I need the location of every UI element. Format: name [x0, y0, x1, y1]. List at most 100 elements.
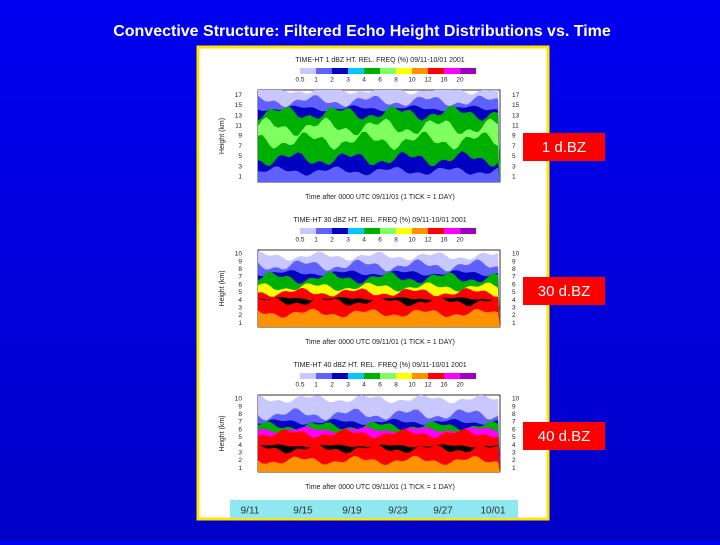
colorbar-cell — [380, 373, 396, 379]
colorbar-label: 1 — [314, 382, 318, 389]
y-tick-label: 8 — [512, 411, 516, 418]
y-tick-label: 8 — [512, 266, 516, 273]
colorbar-label: 1 — [314, 77, 318, 84]
y-tick-label: 17 — [235, 92, 243, 99]
colorbar-cell — [444, 68, 460, 74]
colorbar-cell — [396, 373, 412, 379]
field-label-box — [523, 133, 605, 161]
y-tick-label: 10 — [512, 396, 520, 403]
slide-title: Convective Structure: Filtered Echo Heig… — [113, 23, 611, 40]
y-tick-label: 5 — [238, 289, 242, 296]
colorbar-label: 8 — [394, 382, 398, 389]
colorbar-label: 4 — [362, 382, 366, 389]
plot-panel: TIME-HT 30 dBZ HT. REL. FREQ (%) 09/11-1… — [205, 212, 605, 355]
plot-panel: TIME-HT 40 dBZ HT. REL. FREQ (%) 09/11-1… — [205, 357, 605, 500]
y-tick-label: 4 — [512, 442, 516, 449]
y-tick-label: 11 — [235, 122, 242, 129]
panel-footer: Time after 0000 UTC 09/11/01 (1 TICK = 1… — [305, 484, 455, 491]
colorbar-label: 3 — [346, 77, 350, 84]
y-tick-label: 10 — [235, 396, 243, 403]
y-tick-label: 1 — [512, 465, 516, 472]
y-tick-label: 5 — [512, 434, 516, 441]
colorbar-label: 6 — [378, 237, 382, 244]
y-tick-label: 7 — [512, 143, 516, 150]
colorbar-label: 4 — [362, 237, 366, 244]
field-label-box — [523, 422, 605, 450]
y-tick-label: 13 — [512, 112, 520, 119]
colorbar-cell — [444, 228, 460, 234]
y-tick-label: 9 — [238, 133, 242, 140]
colorbar-label: 2 — [330, 237, 334, 244]
colorbar-cell — [412, 373, 428, 379]
colorbar-cell — [348, 228, 364, 234]
colorbar-cell — [460, 228, 476, 234]
y-tick-label: 2 — [512, 457, 516, 464]
y-tick-label: 3 — [238, 163, 242, 170]
colorbar-cell — [412, 228, 428, 234]
colorbar-label: 0.5 — [295, 237, 304, 244]
y-tick-label: 7 — [238, 143, 242, 150]
y-tick-label: 9 — [512, 403, 516, 410]
date-label: 9/23 — [388, 506, 408, 517]
colorbar-label: 20 — [456, 77, 464, 84]
y-tick-label: 4 — [512, 297, 516, 304]
echo-band — [258, 455, 500, 472]
y-tick-label: 1 — [238, 320, 242, 327]
colorbar-cell — [348, 373, 364, 379]
y-tick-label: 11 — [512, 122, 519, 129]
y-tick-label: 1 — [238, 465, 242, 472]
y-tick-label: 5 — [512, 153, 516, 160]
colorbar-cell — [380, 68, 396, 74]
y-tick-label: 15 — [512, 102, 520, 109]
date-label: 10/01 — [480, 506, 505, 517]
field-label: 1 d.BZ — [542, 139, 586, 156]
y-tick-label: 4 — [238, 442, 242, 449]
colorbar-label: 1 — [314, 237, 318, 244]
date-label: 9/27 — [433, 506, 453, 517]
y-tick-label: 5 — [238, 434, 242, 441]
panel-footer: Time after 0000 UTC 09/11/01 (1 TICK = 1… — [305, 339, 455, 346]
y-tick-label: 17 — [512, 92, 520, 99]
colorbar-label: 8 — [394, 77, 398, 84]
panel-heading: TIME-HT 30 dBZ HT. REL. FREQ (%) 09/11-1… — [293, 217, 466, 224]
colorbar-label: 12 — [424, 77, 432, 84]
colorbar-cell — [364, 228, 380, 234]
date-strip — [230, 500, 518, 518]
colorbar-cell — [444, 373, 460, 379]
y-tick-label: 8 — [238, 266, 242, 273]
y-tick-label: 13 — [235, 112, 243, 119]
y-axis-label: Height (km) — [219, 270, 226, 306]
colorbar-cell — [348, 68, 364, 74]
date-label: 9/11 — [241, 506, 260, 517]
colorbar-cell — [332, 373, 348, 379]
colorbar-cell — [428, 68, 444, 74]
colorbar-label: 16 — [440, 382, 448, 389]
colorbar-label: 2 — [330, 77, 334, 84]
colorbar-cell — [396, 68, 412, 74]
colorbar-cell — [412, 68, 428, 74]
date-label: 9/15 — [293, 506, 313, 517]
field-label: 30 d.BZ — [538, 283, 591, 300]
y-tick-label: 6 — [238, 426, 242, 433]
y-tick-label: 3 — [238, 449, 242, 456]
echo-band — [258, 308, 500, 327]
colorbar-cell — [332, 68, 348, 74]
colorbar-cell — [460, 68, 476, 74]
colorbar-label: 16 — [440, 77, 448, 84]
colorbar-label: 10 — [408, 382, 416, 389]
y-tick-label: 9 — [238, 403, 242, 410]
panel-footer: Time after 0000 UTC 09/11/01 (1 TICK = 1… — [305, 194, 455, 201]
date-label: 9/19 — [342, 506, 362, 517]
y-tick-label: 6 — [512, 426, 516, 433]
y-tick-label: 9 — [238, 258, 242, 265]
panel-heading: TIME-HT 1 dBZ HT. REL. FREQ (%) 09/11-10… — [295, 57, 464, 64]
colorbar-cell — [316, 228, 332, 234]
y-tick-label: 1 — [238, 174, 242, 181]
colorbar-label: 20 — [456, 237, 464, 244]
colorbar-label: 6 — [378, 77, 382, 84]
y-tick-label: 3 — [512, 163, 516, 170]
field-label-box — [523, 277, 605, 305]
colorbar-label: 4 — [362, 77, 366, 84]
panels: TIME-HT 1 dBZ HT. REL. FREQ (%) 09/11-10… — [205, 52, 605, 500]
